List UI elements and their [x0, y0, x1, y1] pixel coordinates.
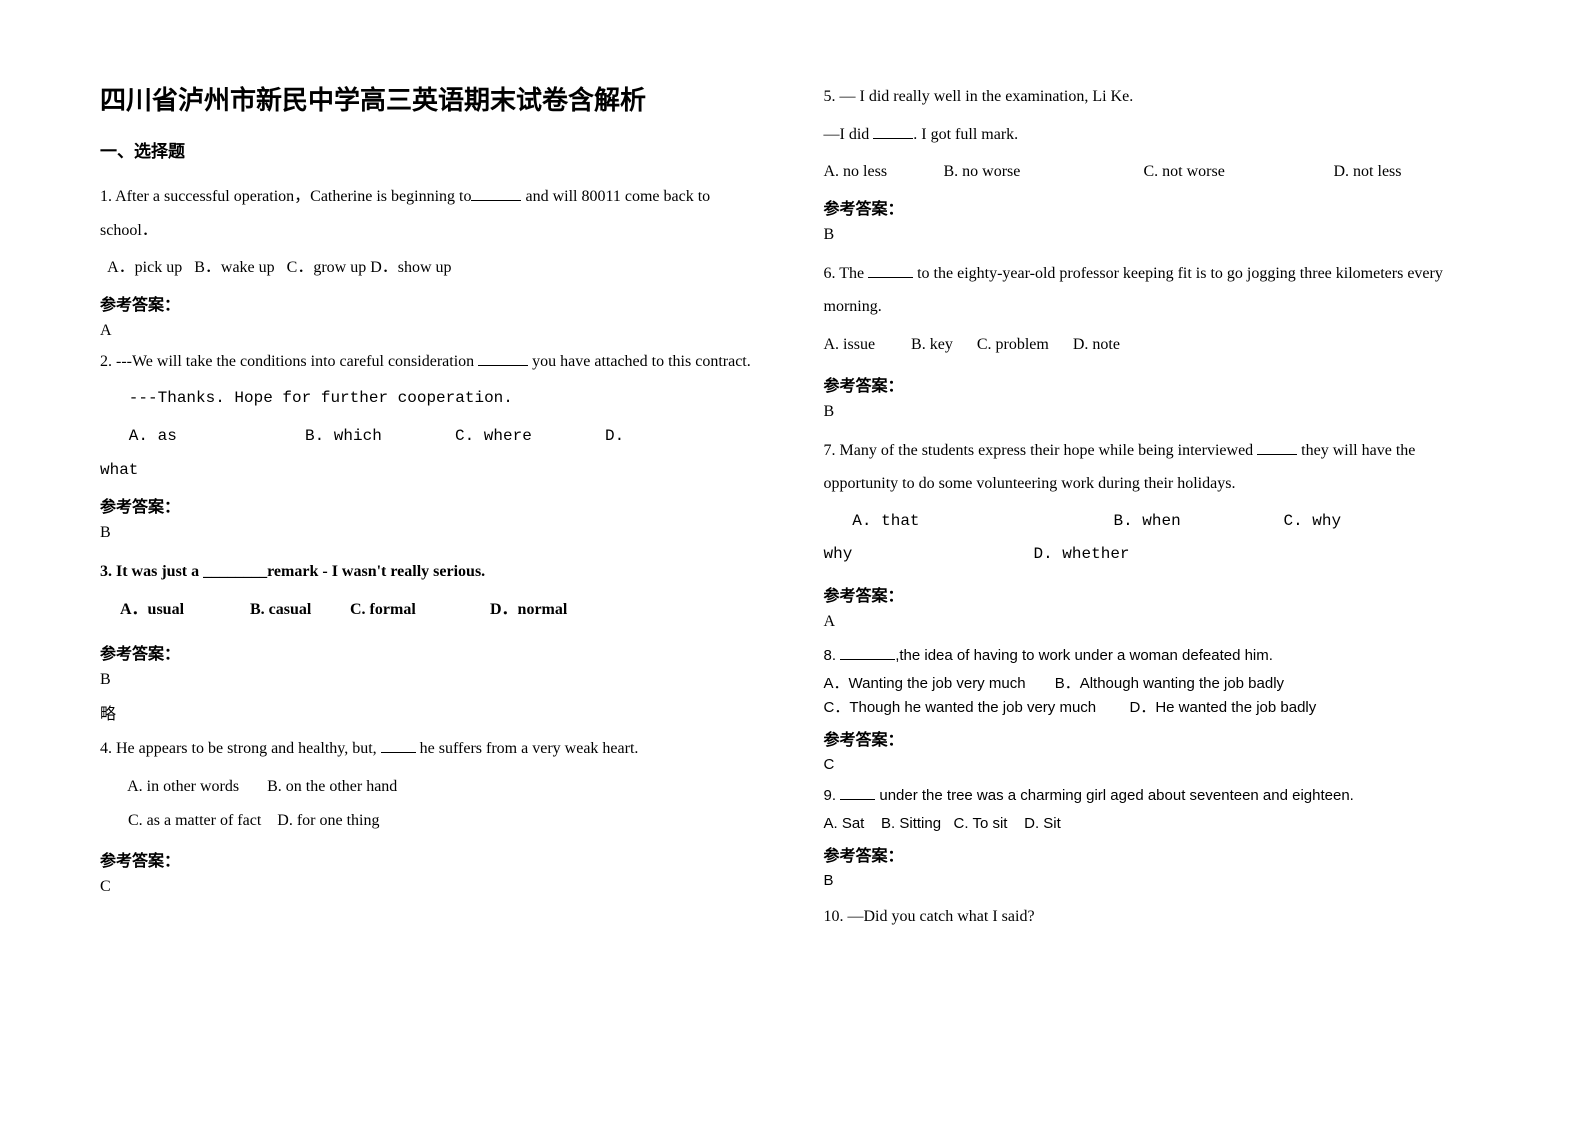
- q2-optC: C. where: [455, 420, 605, 454]
- q3-optC: C. formal: [350, 593, 490, 627]
- q5-optC: C. not worse: [1144, 155, 1334, 189]
- q9-text: 9. under the tree was a charming girl ag…: [824, 784, 1488, 808]
- answer-label: 参考答案：: [824, 726, 1488, 750]
- q3-optA: A．usual: [120, 593, 250, 627]
- q1-text-a: 1. After a successful operation，Catherin…: [100, 188, 471, 205]
- q2-optD-prefix: D.: [605, 420, 624, 454]
- q3-text: 3. It was just a ________remark - I wasn…: [100, 555, 764, 589]
- q4-answer: C: [100, 871, 764, 903]
- q7-optD: D. whether: [1034, 538, 1130, 572]
- section-heading: 一、选择题: [100, 137, 764, 162]
- q9-options: A. Sat B. Sitting C. To sit D. Sit: [824, 812, 1488, 836]
- doc-title: 四川省泸州市新民中学高三英语期末试卷含解析: [100, 80, 764, 117]
- q5-optA: A. no less: [824, 155, 944, 189]
- q8-text-a: 8.: [824, 647, 841, 664]
- q7-optA: A. that: [824, 505, 1114, 539]
- blank: [1257, 454, 1297, 455]
- q5-line2a: —I did: [824, 126, 874, 143]
- q9-answer: B: [824, 866, 1488, 896]
- q3-optD: D．normal: [490, 593, 567, 627]
- q8-text-b: ,the idea of having to work under a woma…: [895, 647, 1273, 664]
- answer-label: 参考答案：: [824, 195, 1488, 219]
- blank: [381, 752, 416, 753]
- q1-answer: A: [100, 315, 764, 347]
- answer-label: 参考答案：: [100, 291, 764, 315]
- blank: [873, 138, 913, 139]
- q8-options-line1: A．Wanting the job very much B．Although w…: [824, 672, 1488, 696]
- q2-optB: B. which: [305, 420, 455, 454]
- q4-text-b: he suffers from a very weak heart.: [416, 740, 639, 757]
- answer-label: 参考答案：: [824, 842, 1488, 866]
- q5-line1: 5. — I did really well in the examinatio…: [824, 80, 1488, 114]
- q2-line2: ---Thanks. Hope for further cooperation.: [100, 382, 764, 416]
- q5-answer: B: [824, 219, 1488, 251]
- q2-text: 2. ---We will take the conditions into c…: [100, 345, 764, 379]
- q3-optB: B. casual: [250, 593, 350, 627]
- q2-answer: B: [100, 517, 764, 549]
- q7-optC-word: why: [824, 538, 1034, 572]
- q3-answer: B: [100, 664, 764, 696]
- q4-text: 4. He appears to be strong and healthy, …: [100, 732, 764, 766]
- q6-answer: B: [824, 396, 1488, 428]
- q6-options: A. issue B. key C. problem D. note: [824, 328, 1488, 362]
- answer-label: 参考答案：: [100, 640, 764, 664]
- answer-label: 参考答案：: [824, 372, 1488, 396]
- q2-optA: A. as: [100, 420, 305, 454]
- q7-options: A. thatB. whenC. why whyD. whether: [824, 505, 1488, 572]
- q6-text-b: to the eighty-year-old professor keeping…: [824, 265, 1443, 316]
- answer-label: 参考答案：: [100, 847, 764, 871]
- q2-text-a: 2. ---We will take the conditions into c…: [100, 353, 478, 370]
- q6-text: 6. The to the eighty-year-old professor …: [824, 257, 1488, 324]
- q5-line2b: . I got full mark.: [913, 126, 1018, 143]
- q6-text-a: 6. The: [824, 265, 869, 282]
- q2-text-b: you have attached to this contract.: [528, 353, 751, 370]
- q4-options-line1: A. in other words B. on the other hand: [100, 770, 764, 804]
- q7-optB: B. when: [1114, 505, 1284, 539]
- right-column: 5. — I did really well in the examinatio…: [824, 80, 1488, 938]
- blank: [478, 365, 528, 366]
- q5-optB: B. no worse: [944, 155, 1144, 189]
- q8-text: 8. ,the idea of having to work under a w…: [824, 644, 1488, 668]
- q7-answer: A: [824, 606, 1488, 638]
- q7-text: 7. Many of the students express their ho…: [824, 434, 1488, 501]
- answer-label: 参考答案：: [100, 493, 764, 517]
- q9-text-a: 9.: [824, 787, 841, 804]
- blank: [868, 277, 913, 278]
- q1-options: A．pick up B．wake up C．grow up D．show up: [100, 251, 764, 285]
- q2-optD-word: what: [100, 454, 138, 488]
- left-column: 四川省泸州市新民中学高三英语期末试卷含解析 一、选择题 1. After a s…: [100, 80, 764, 938]
- q7-text-a: 7. Many of the students express their ho…: [824, 442, 1258, 459]
- q8-answer: C: [824, 750, 1488, 780]
- q4-text-a: 4. He appears to be strong and healthy, …: [100, 740, 381, 757]
- q5-options: A. no lessB. no worseC. not worseD. not …: [824, 155, 1488, 189]
- q5-line2: —I did . I got full mark.: [824, 118, 1488, 152]
- q1-text: 1. After a successful operation，Catherin…: [100, 180, 764, 247]
- q2-options: A. asB. whichC. whereD. what: [100, 420, 764, 487]
- blank: [840, 799, 875, 800]
- blank: [471, 200, 521, 201]
- q7-optC: C. why: [1284, 505, 1342, 539]
- q4-options-line2: C. as a matter of fact D. for one thing: [100, 804, 764, 838]
- q8-options-line2: C．Though he wanted the job very much D．H…: [824, 696, 1488, 720]
- q10-text: 10. —Did you catch what I said?: [824, 900, 1488, 934]
- q3-note: 略: [100, 700, 764, 724]
- answer-label: 参考答案：: [824, 582, 1488, 606]
- page-container: 四川省泸州市新民中学高三英语期末试卷含解析 一、选择题 1. After a s…: [0, 0, 1587, 978]
- q9-text-b: under the tree was a charming girl aged …: [875, 787, 1354, 804]
- blank: [840, 659, 895, 660]
- q5-optD: D. not less: [1334, 155, 1402, 189]
- q3-options: A．usualB. casualC. formalD．normal: [100, 593, 764, 627]
